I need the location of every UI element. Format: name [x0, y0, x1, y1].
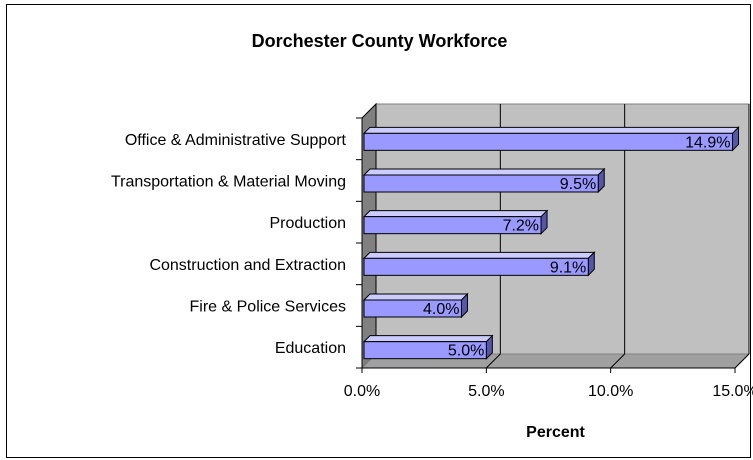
- bar-top-2: [362, 210, 549, 218]
- x-tick-label-3: 15.0%: [712, 383, 753, 400]
- data-label-1: 9.5%: [560, 176, 596, 193]
- category-label-1: Transportation & Material Moving: [111, 174, 346, 191]
- gridline-floor-3: [734, 353, 750, 369]
- x-tick-label-0: 0.0%: [344, 383, 380, 400]
- bar-0: [363, 132, 734, 151]
- data-label-2: 7.2%: [503, 218, 539, 235]
- category-label-2: Production: [270, 215, 347, 232]
- bar-3: [363, 257, 589, 276]
- category-label-3: Construction and Extraction: [149, 257, 346, 274]
- gridline-floor-1: [485, 353, 501, 369]
- bar-5: [363, 341, 487, 360]
- bar-top-3: [362, 251, 596, 259]
- bar-1: [363, 174, 599, 193]
- data-label-3: 9.1%: [550, 259, 586, 276]
- x-tick-label-2: 10.0%: [588, 383, 633, 400]
- bar-4: [363, 299, 462, 318]
- x-tick-label-1: 5.0%: [468, 383, 504, 400]
- category-label-5: Education: [275, 340, 346, 357]
- bar-top-4: [362, 293, 469, 301]
- chart-title: Dorchester County Workforce: [251, 31, 508, 51]
- x-axis-title: Percent: [526, 424, 585, 441]
- data-label-4: 4.0%: [423, 301, 459, 318]
- bar-2: [363, 216, 542, 235]
- data-label-5: 5.0%: [448, 343, 484, 360]
- bar-top-0: [362, 126, 740, 134]
- gridline-floor-2: [610, 353, 626, 369]
- category-label-0: Office & Administrative Support: [125, 132, 347, 149]
- data-label-0: 14.9%: [685, 134, 730, 151]
- bar-top-5: [362, 335, 494, 343]
- category-label-4: Fire & Police Services: [190, 299, 347, 316]
- bar-top-1: [362, 168, 606, 176]
